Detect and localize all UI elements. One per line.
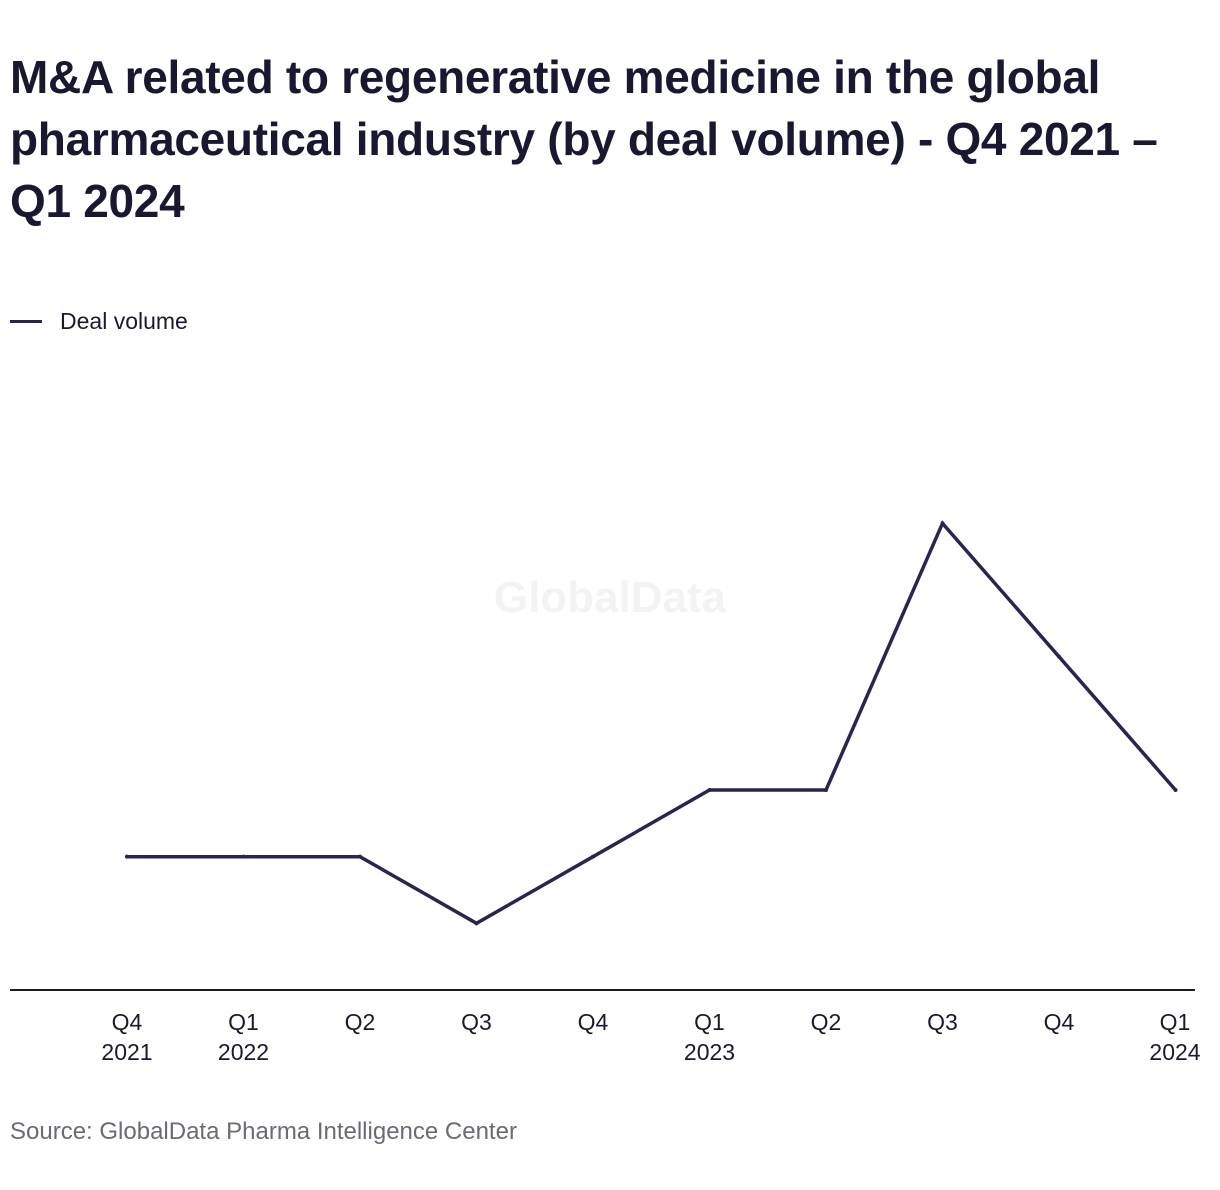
chart-title: M&A related to regenerative medicine in … xyxy=(10,51,1158,227)
data-point xyxy=(1057,654,1061,659)
data-point xyxy=(474,921,479,926)
data-point xyxy=(358,854,362,859)
x-tick-label: Q1 2024 xyxy=(1149,1009,1200,1065)
line-chart: GlobalData Q4 2021 Q1 2022 Q2 Q3 Q4 Q1 2023 Q2 Q3 Q… xyxy=(10,520,1201,1065)
legend: Deal volume xyxy=(10,306,188,336)
x-tick-label: Q4 xyxy=(578,1009,609,1035)
data-point xyxy=(707,788,712,792)
legend-swatch xyxy=(10,319,42,323)
x-tick-label: Q4 2021 xyxy=(101,1009,152,1065)
x-tick-label: Q1 2023 xyxy=(684,1009,735,1065)
data-point xyxy=(241,854,246,859)
x-tick-label: Q1 2022 xyxy=(218,1009,269,1065)
data-point xyxy=(1173,788,1178,792)
series-line-0 xyxy=(127,520,1177,926)
x-tick-label: Q2 xyxy=(811,1009,842,1035)
x-tick-label: Q2 xyxy=(345,1009,376,1035)
x-tick-label: Q4 xyxy=(1044,1009,1075,1035)
legend-label: Deal volume xyxy=(60,307,188,334)
source-note: Source: GlobalData Pharma Intelligence C… xyxy=(10,1118,517,1145)
data-point xyxy=(591,854,595,859)
x-tick-label: Q3 xyxy=(461,1009,492,1035)
data-point xyxy=(125,854,129,859)
x-tick-label: Q3 xyxy=(927,1009,958,1035)
data-point xyxy=(824,788,828,792)
watermark: GlobalData xyxy=(494,573,727,622)
data-point xyxy=(940,521,945,526)
